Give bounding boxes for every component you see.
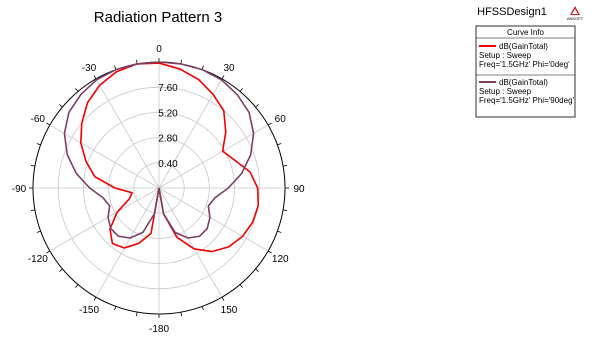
angle-tick-mark [283,209,288,211]
angle-tick-label: 90 [293,184,305,195]
angle-tick-mark [239,284,243,288]
grid-spoke [158,124,269,189]
angle-tick-mark [30,165,35,167]
angle-tick-mark [283,165,288,167]
svg-text:ANSOFT: ANSOFT [567,16,584,21]
series-line-1 [80,62,260,253]
grid-spoke [158,187,269,252]
legend-entry-text: Freq='1.5GHz' Phi='0deg' [479,60,570,69]
grid-spoke [49,124,160,189]
angle-tick-mark [277,230,282,233]
angle-tick-label: 0 [156,44,162,55]
chart-title: Radiation Pattern 3 [94,9,222,26]
angle-tick-mark [46,122,51,126]
angle-tick-mark [255,268,259,272]
angle-tick-mark [239,88,243,92]
legend-entry-text: Setup : Sweep [479,51,532,60]
legend-title: Curve Info [507,28,544,37]
angle-tick-label: -180 [149,324,169,335]
radial-tick-label: 7.60 [158,83,178,94]
grid-spoke [95,187,160,298]
angle-tick-label: -30 [82,63,97,74]
angle-tick-mark [201,306,204,311]
angle-tick-mark [221,75,225,80]
radial-tick-labels: 0.40 2.80 5.20 7.60 [158,83,178,170]
angle-tick-mark [267,122,272,126]
angle-tick-mark [221,296,225,301]
legend-entry-text: dB(GainTotal) [499,78,548,87]
angle-tick-mark [75,284,79,288]
grid-spoke [158,187,223,298]
angle-tick-label: 150 [221,305,238,316]
angle-tick-label: 60 [275,114,287,125]
angle-tick-labels: 0 30 60 90 120 150 -180 -150 -120 -90 -60 -30 [12,44,305,335]
angle-tick-label: -150 [79,305,99,316]
ansoft-logo: ANSOFT [567,6,584,21]
grid-spoke [158,78,223,189]
design-name: HFSSDesign1 [477,6,547,18]
legend-entry-text: Setup : Sweep [479,87,532,96]
angle-tick-label: -60 [31,114,46,125]
legend-entry-text: dB(GainTotal) [499,42,548,51]
angle-tick-label: 30 [223,63,235,74]
angle-tick-mark [59,104,63,108]
legend: Curve Info dB(GainTotal)Setup : SweepFre… [475,25,576,118]
angle-tick-mark [46,250,51,254]
angle-tick-mark [36,143,41,146]
angle-tick-mark [30,209,35,211]
angle-tick-label: -90 [12,184,27,195]
angle-tick-mark [267,250,272,254]
angle-tick-mark [180,312,182,317]
angle-tick-mark [255,104,259,108]
angle-tick-label: 120 [272,254,289,265]
angle-tick-mark [114,306,117,311]
radial-tick-label: 5.20 [158,108,178,119]
angle-tick-label: -120 [28,254,48,265]
angle-tick-mark [93,296,97,301]
angle-tick-mark [277,143,282,146]
angle-tick-mark [75,88,79,92]
curves [63,61,260,253]
radial-tick-label: 2.80 [158,134,178,145]
angle-tick-mark [59,268,63,272]
angle-tick-mark [36,230,41,233]
legend-entry-text: Freq='1.5GHz' Phi='90deg' [479,96,575,105]
angle-tick-mark [93,75,97,80]
grid-spoke [49,187,160,252]
series-line-2 [63,61,255,239]
angle-tick-mark [136,312,138,317]
radial-tick-label: 0.40 [158,159,178,170]
grid-spoke [95,78,160,189]
polar-grid [29,58,289,318]
